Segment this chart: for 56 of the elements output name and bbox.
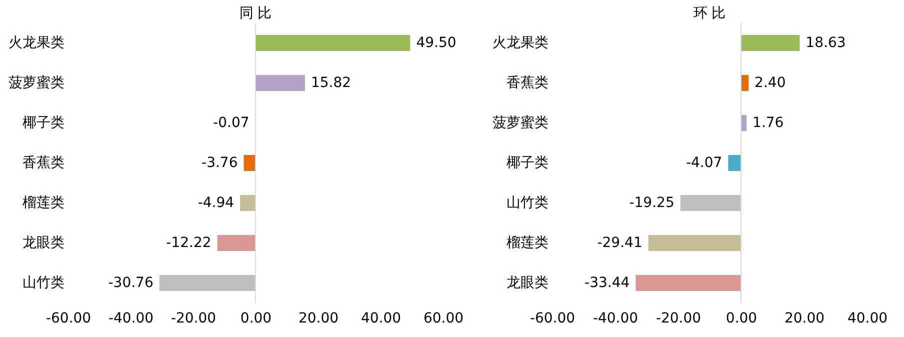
data-label: -12.22 — [166, 235, 212, 251]
data-label: -29.41 — [597, 235, 642, 251]
data-label: -19.25 — [629, 195, 674, 211]
data-label: -4.94 — [198, 195, 234, 211]
bar — [240, 195, 256, 211]
y-tick-label: 菠萝蜜类 — [492, 115, 548, 131]
y-tick-label: 火龙果类 — [492, 35, 548, 51]
data-label: 18.63 — [806, 35, 846, 51]
bar — [256, 35, 410, 51]
y-tick-label: 山竹类 — [506, 195, 548, 211]
x-tick-label: -20.00 — [170, 310, 216, 326]
data-label: 49.50 — [416, 35, 456, 51]
data-label: -33.44 — [584, 275, 630, 291]
x-tick-label: -60.00 — [46, 310, 92, 326]
bar — [217, 235, 256, 251]
data-label: 1.76 — [752, 115, 784, 131]
y-tick-label: 椰子类 — [506, 155, 548, 171]
data-label: -30.76 — [108, 275, 154, 291]
bar — [636, 275, 741, 291]
x-tick-label: 40.00 — [360, 310, 402, 326]
x-tick-label: 20.00 — [784, 310, 825, 326]
bar — [680, 195, 741, 211]
y-tick-label: 香蕉类 — [22, 155, 64, 171]
y-tick-label: 龙眼类 — [506, 275, 548, 291]
y-tick-label: 榴莲类 — [22, 195, 64, 211]
data-label: -0.07 — [213, 115, 250, 131]
bar — [159, 275, 256, 291]
data-label: -4.07 — [686, 155, 722, 171]
data-label: 2.40 — [754, 75, 786, 91]
y-tick-label: 椰子类 — [22, 115, 64, 131]
y-tick-label: 香蕉类 — [506, 75, 548, 91]
x-tick-label: -40.00 — [592, 310, 638, 326]
bar — [244, 155, 256, 171]
bar — [741, 75, 749, 91]
x-tick-label: -40.00 — [108, 310, 154, 326]
x-tick-label: 60.00 — [423, 310, 464, 326]
bar — [256, 75, 305, 91]
bar — [728, 155, 741, 171]
x-tick-label: 40.00 — [847, 310, 888, 326]
x-tick-label: -60.00 — [530, 310, 576, 326]
chart-title: 同 比 — [239, 6, 272, 22]
y-tick-label: 山竹类 — [22, 275, 64, 291]
x-tick-label: 20.00 — [298, 310, 339, 326]
y-tick-label: 火龙果类 — [8, 35, 64, 51]
bar — [648, 235, 741, 251]
y-tick-label: 榴莲类 — [506, 235, 548, 251]
x-tick-label: 0.00 — [240, 310, 272, 326]
data-label: -3.76 — [202, 155, 238, 171]
data-label: 15.82 — [310, 75, 352, 91]
chart-title: 环 比 — [693, 6, 726, 22]
x-tick-label: 0.00 — [726, 310, 758, 326]
x-tick-label: -20.00 — [656, 310, 702, 326]
bar — [741, 115, 747, 131]
y-tick-label: 菠萝蜜类 — [8, 75, 64, 91]
bar — [741, 35, 800, 51]
y-tick-label: 龙眼类 — [22, 235, 64, 251]
